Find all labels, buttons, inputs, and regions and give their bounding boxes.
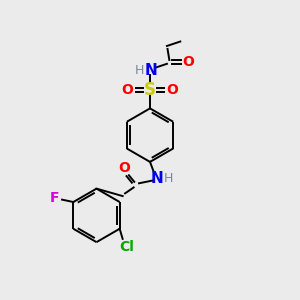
Text: O: O [182,55,194,69]
Text: O: O [118,161,130,176]
Text: N: N [145,63,158,78]
Text: H: H [135,64,145,77]
Text: Cl: Cl [119,240,134,254]
Text: O: O [122,83,133,97]
Text: F: F [50,191,59,206]
Text: H: H [164,172,173,185]
Text: N: N [151,171,164,186]
Text: S: S [144,81,156,99]
Text: O: O [167,83,178,97]
